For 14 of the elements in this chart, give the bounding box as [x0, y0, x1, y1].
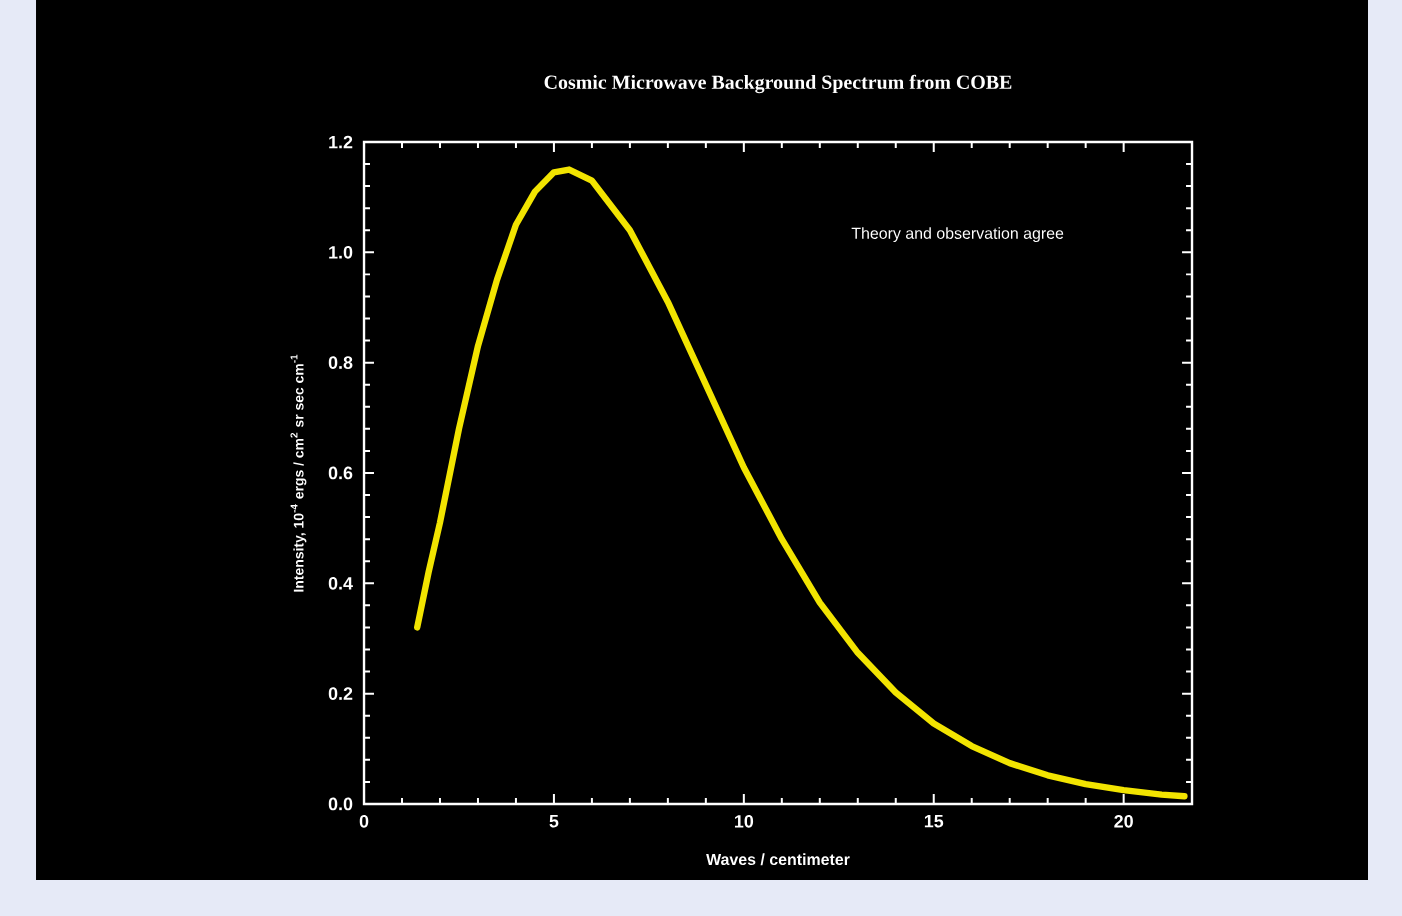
line-series — [414, 166, 1188, 800]
x-tick-label: 20 — [1114, 814, 1133, 828]
y-tick-label: 1.2 — [329, 135, 353, 149]
y-tick-label: 1.0 — [329, 245, 353, 259]
y-tick-label: 0.8 — [328, 356, 353, 369]
x-tick-label: 0 — [359, 814, 369, 828]
x-tick-label: 5 — [549, 814, 559, 828]
x-tick-label: 15 — [924, 814, 944, 828]
y-tick-label: 0.4 — [328, 576, 353, 590]
y-tick-label: 0.2 — [328, 687, 353, 700]
y-tick-label: 0.0 — [328, 797, 353, 811]
y-tick-label: 0.6 — [328, 466, 353, 480]
x-tick-label: 10 — [734, 814, 754, 828]
chart-title: Cosmic Microwave Background Spectrum from COBE — [544, 74, 1012, 94]
